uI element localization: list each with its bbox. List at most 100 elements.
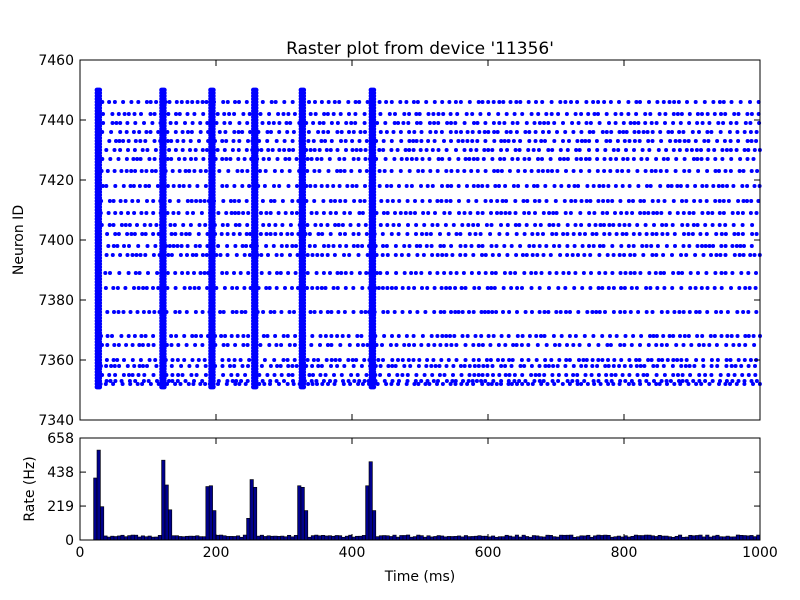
spike-dot — [363, 223, 368, 227]
spike-dot — [396, 334, 401, 338]
spike-dot — [481, 157, 486, 161]
spike-dot — [433, 364, 438, 368]
spike-dot — [150, 169, 154, 173]
spike-dot — [607, 232, 612, 236]
spike-dot — [458, 100, 463, 104]
spike-dot — [138, 157, 143, 161]
spike-dot — [711, 244, 716, 248]
spike-dot — [362, 121, 367, 125]
spike-dot — [148, 382, 153, 386]
spike-dot — [197, 244, 202, 248]
spike-dot — [247, 112, 252, 116]
spike-dot — [288, 223, 293, 227]
spike-dot — [729, 100, 734, 104]
spike-dot — [479, 379, 484, 383]
spike-dot — [716, 184, 721, 188]
spike-dot — [459, 373, 464, 377]
spike-dot — [281, 112, 286, 116]
spike-dot — [717, 100, 722, 104]
spike-dot — [111, 244, 116, 248]
spike-dot — [544, 343, 549, 347]
spike-dot — [549, 100, 554, 104]
rate-bar — [164, 484, 169, 541]
spike-dot — [139, 112, 143, 116]
spike-dot — [749, 139, 754, 143]
spike-dot — [705, 157, 710, 161]
spike-dot — [749, 244, 754, 248]
spike-dot — [752, 343, 757, 347]
spike-dot — [754, 211, 759, 215]
spike-dot — [600, 211, 605, 215]
spike-dot — [335, 148, 340, 152]
spike-dot — [376, 286, 381, 290]
spike-dot — [595, 169, 600, 173]
spike-dot — [671, 373, 676, 377]
spike-dot — [527, 157, 532, 161]
spike-dot — [476, 343, 481, 347]
spike-dot — [363, 310, 368, 314]
spike-dot — [326, 169, 331, 173]
spike-dot — [696, 169, 701, 173]
spike-dot — [400, 358, 405, 362]
spike-dot — [180, 130, 185, 134]
spike-dot — [393, 244, 398, 248]
spike-dot — [480, 184, 485, 188]
spike-dot — [423, 382, 428, 386]
spike-dot — [748, 211, 753, 215]
spike-dot — [618, 199, 623, 203]
spike-dot — [326, 244, 331, 248]
rate-bar — [174, 535, 179, 541]
spike-dot — [606, 358, 610, 362]
spike-dot — [667, 100, 672, 104]
spike-dot — [315, 157, 320, 161]
spike-dot — [319, 184, 324, 188]
spike-dot — [754, 310, 759, 314]
spike-dot — [267, 343, 272, 347]
spike-dot — [686, 232, 691, 236]
spike-dot — [672, 310, 677, 314]
spike-dot — [691, 211, 696, 215]
spike-dot — [261, 157, 266, 161]
spike-dot — [471, 184, 476, 188]
spike-dot — [667, 211, 672, 215]
spike-dot — [732, 112, 737, 116]
spike-dot — [325, 343, 330, 347]
spike-dot — [177, 169, 182, 173]
spike-dot — [116, 157, 121, 161]
spike-dot — [352, 199, 357, 203]
spike-dot — [612, 358, 617, 362]
spike-dot — [470, 139, 475, 143]
spike-dot — [269, 199, 273, 203]
spike-dot — [131, 130, 136, 134]
spike-dot — [686, 139, 691, 143]
spike-dot — [733, 364, 738, 368]
spike-dot — [413, 199, 417, 203]
spike-dot — [353, 112, 358, 116]
spike-dot — [712, 334, 717, 338]
spike-dot — [285, 334, 290, 338]
rate-bar — [161, 459, 166, 541]
spike-dot — [645, 157, 650, 161]
spike-dot — [140, 148, 145, 152]
spike-dot — [292, 358, 297, 362]
spike-dot — [151, 286, 155, 290]
spike-dot — [581, 358, 586, 362]
spike-dot — [466, 223, 471, 227]
spike-dot — [342, 253, 346, 257]
spike-dot — [237, 382, 242, 386]
spike-dot — [396, 121, 401, 125]
spike-dot — [351, 244, 356, 248]
spike-dot — [687, 112, 692, 116]
rate-bar — [525, 536, 530, 541]
spike-dot — [228, 157, 233, 161]
rate-bar — [338, 535, 343, 541]
spike-dot — [576, 184, 581, 188]
spike-dot — [587, 223, 592, 227]
spike-dot — [682, 232, 686, 236]
spike-dot — [523, 310, 528, 314]
rate-bar — [263, 536, 268, 541]
spike-dot — [595, 157, 600, 161]
spike-dot — [406, 358, 411, 362]
spike-dot — [730, 379, 735, 383]
